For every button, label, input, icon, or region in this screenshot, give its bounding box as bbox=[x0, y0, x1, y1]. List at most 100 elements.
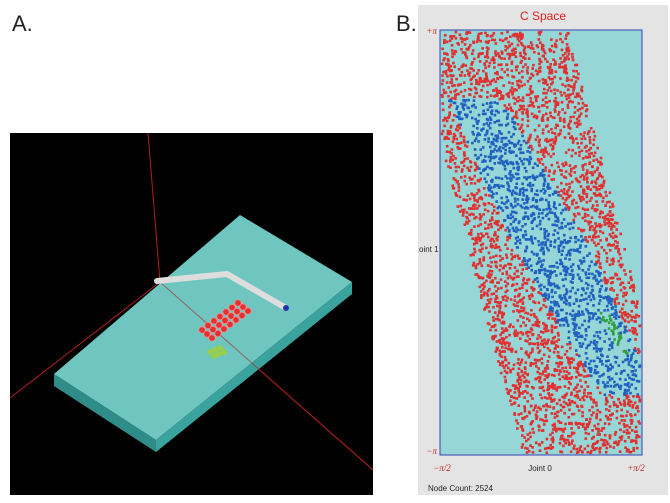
node bbox=[463, 160, 466, 163]
node bbox=[454, 98, 457, 101]
node bbox=[576, 125, 579, 128]
node bbox=[470, 229, 473, 232]
node bbox=[527, 259, 530, 262]
node bbox=[619, 450, 622, 453]
node bbox=[628, 349, 631, 352]
node bbox=[539, 309, 542, 312]
sphere bbox=[211, 353, 217, 359]
node bbox=[489, 219, 492, 222]
node bbox=[551, 313, 554, 316]
node bbox=[605, 279, 608, 282]
node bbox=[478, 133, 481, 136]
node bbox=[457, 84, 460, 87]
node bbox=[529, 352, 532, 355]
node bbox=[540, 288, 543, 291]
node bbox=[630, 319, 633, 322]
node bbox=[613, 401, 616, 404]
node bbox=[505, 37, 508, 40]
node bbox=[524, 324, 527, 327]
node bbox=[463, 81, 466, 84]
node bbox=[547, 283, 550, 286]
node bbox=[526, 158, 529, 161]
node bbox=[586, 451, 589, 454]
node bbox=[495, 155, 498, 158]
node bbox=[557, 220, 560, 223]
node bbox=[510, 174, 513, 177]
node bbox=[543, 232, 546, 235]
node bbox=[544, 243, 547, 246]
node bbox=[563, 202, 566, 205]
node bbox=[469, 111, 472, 114]
node bbox=[553, 88, 556, 91]
node bbox=[577, 102, 580, 105]
node bbox=[564, 66, 567, 69]
node bbox=[495, 290, 498, 293]
node bbox=[597, 251, 600, 254]
node bbox=[618, 335, 621, 338]
node bbox=[568, 208, 571, 211]
node bbox=[485, 76, 488, 79]
node bbox=[586, 181, 589, 184]
node bbox=[531, 227, 534, 230]
node bbox=[488, 310, 491, 313]
node bbox=[541, 373, 544, 376]
node bbox=[484, 204, 487, 207]
node bbox=[501, 51, 504, 54]
node bbox=[520, 144, 523, 147]
node bbox=[592, 304, 595, 307]
node bbox=[451, 184, 454, 187]
node bbox=[557, 191, 560, 194]
node bbox=[597, 316, 600, 319]
node bbox=[477, 56, 480, 59]
node bbox=[504, 379, 507, 382]
node bbox=[529, 100, 532, 103]
node bbox=[601, 246, 604, 249]
node bbox=[543, 420, 546, 423]
node bbox=[594, 369, 597, 372]
node bbox=[515, 182, 518, 185]
node bbox=[588, 236, 591, 239]
node bbox=[525, 246, 528, 249]
node bbox=[531, 348, 534, 351]
node bbox=[571, 181, 574, 184]
node bbox=[463, 180, 466, 183]
node bbox=[601, 363, 604, 366]
node bbox=[494, 114, 497, 117]
node bbox=[566, 291, 569, 294]
node bbox=[611, 341, 614, 344]
node bbox=[497, 52, 500, 55]
node bbox=[602, 232, 605, 235]
node bbox=[522, 96, 525, 99]
node bbox=[519, 147, 522, 150]
node bbox=[564, 112, 567, 115]
node bbox=[450, 65, 453, 68]
node bbox=[514, 98, 517, 101]
node bbox=[530, 405, 533, 408]
node bbox=[515, 237, 518, 240]
node bbox=[560, 357, 563, 360]
node bbox=[454, 157, 457, 160]
node bbox=[585, 173, 588, 176]
node bbox=[611, 412, 614, 415]
node bbox=[473, 58, 476, 61]
node bbox=[514, 122, 517, 125]
node bbox=[537, 344, 540, 347]
node bbox=[484, 194, 487, 197]
node bbox=[536, 175, 539, 178]
node bbox=[538, 80, 541, 83]
node bbox=[580, 405, 583, 408]
node bbox=[516, 427, 519, 430]
node bbox=[520, 85, 523, 88]
node bbox=[516, 240, 519, 243]
node bbox=[505, 388, 508, 391]
node bbox=[460, 135, 463, 138]
node bbox=[604, 383, 607, 386]
node bbox=[571, 287, 574, 290]
node bbox=[574, 327, 577, 330]
node bbox=[446, 150, 449, 153]
node bbox=[595, 244, 598, 247]
node bbox=[467, 99, 470, 102]
node bbox=[555, 261, 558, 264]
node bbox=[485, 247, 488, 250]
node bbox=[521, 111, 524, 114]
